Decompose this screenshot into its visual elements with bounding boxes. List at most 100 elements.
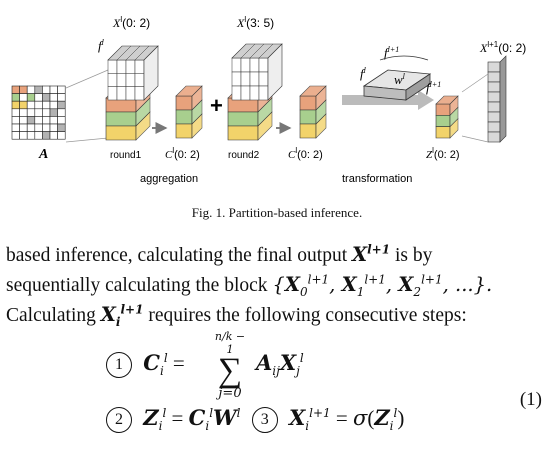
output-cell [487, 71, 501, 83]
round1-side [135, 111, 151, 141]
z-front [435, 103, 451, 116]
z-front [435, 126, 451, 139]
xright-cell [249, 85, 260, 101]
matrix-cell [26, 116, 36, 125]
matrix-cell [19, 100, 28, 110]
xright-cell [231, 57, 242, 73]
matrix-cell [19, 123, 28, 132]
aggregation-label: aggregation [140, 173, 198, 185]
matrix-cell [57, 93, 66, 102]
step-3-marker: 3 [251, 407, 278, 434]
c2-side [315, 113, 327, 139]
matrix-cell [42, 123, 51, 132]
equation-step-2: 2 Zil = CilWl 3 Xil+1 = σ(Zil) [106, 405, 404, 434]
c2-top [299, 85, 327, 97]
z-block [435, 95, 459, 139]
equation-number: (1) [519, 389, 542, 410]
xleft-top-line [116, 45, 132, 61]
matrix-cell [34, 85, 43, 94]
c1-front [175, 95, 193, 111]
matrix-cell [57, 131, 66, 140]
matrix-cell [49, 85, 58, 94]
matrix-cell [57, 123, 66, 132]
xright-cell [240, 57, 251, 73]
projection-lines [65, 69, 109, 143]
matrix-cell [49, 100, 58, 110]
round2-front [227, 125, 259, 141]
f-label-right: fl+1 [426, 80, 441, 95]
matrix-cell [49, 123, 58, 132]
matrix-cell [26, 93, 36, 102]
figure-partition-based-inference: A round1 Cl(0: 2) + round2 Cl(0: 2) Xl( [0, 0, 554, 200]
adjacency-matrix-a [11, 85, 66, 140]
body-paragraph: based inference, calculating the final o… [6, 240, 548, 330]
weight-plate [362, 69, 432, 101]
xleft-cell [107, 73, 118, 87]
z-top [435, 95, 459, 105]
round2-label: round2 [228, 150, 260, 161]
matrix-cell [57, 116, 66, 125]
matrix-cell [34, 93, 43, 102]
c1-top [175, 85, 203, 97]
matrix-cell [26, 123, 36, 132]
output-cell [487, 91, 501, 103]
xleft-cell [107, 86, 118, 101]
block-set: {X0l+1, X1l+1, X2l+1, ...}. [272, 272, 493, 299]
matrix-cell [57, 108, 66, 117]
matrix-cell [26, 131, 36, 140]
xright-top-line [240, 43, 256, 59]
matrix-cell [34, 108, 43, 117]
matrix-cell [11, 108, 20, 117]
matrix-cell [19, 131, 28, 140]
sum-symbol: ∑ [217, 352, 243, 389]
xright-cell [258, 85, 269, 101]
xright-cell [258, 57, 269, 73]
c1-front [175, 109, 193, 125]
matrix-cell [34, 123, 43, 132]
z-label: Zl(0: 2) [426, 146, 460, 161]
c2-front [299, 95, 317, 111]
output-cell [487, 121, 501, 133]
xleft-top-line [134, 45, 150, 61]
xleft-side [143, 45, 159, 101]
c2-front [299, 109, 317, 125]
sum-upper-limit: n/k − 1 [214, 330, 246, 356]
round1-label: round1 [110, 150, 142, 161]
x-feature-block-right [231, 43, 283, 101]
output-cell [487, 111, 501, 123]
matrix-cell [49, 131, 58, 140]
round2-side [257, 111, 273, 141]
matrix-cell [11, 131, 20, 140]
output-projection-lines [461, 73, 489, 143]
xright-cell [249, 71, 260, 87]
matrix-cell [11, 116, 20, 125]
plus-sign: + [210, 93, 223, 118]
xleft-cell [116, 73, 127, 87]
w-label: wl [394, 72, 406, 87]
matrix-cell [34, 116, 43, 125]
xright-cell [240, 85, 251, 101]
c-label-second: Cl(0: 2) [288, 146, 323, 161]
z-side [449, 117, 459, 139]
xleft-cell [116, 86, 127, 101]
output-cell [487, 101, 501, 113]
matrix-cell [11, 123, 20, 132]
matrix-cell [49, 93, 58, 102]
f-top-brace [379, 55, 429, 61]
xleft-cell [134, 73, 145, 87]
round1-front [105, 125, 137, 141]
xleft-cell [116, 59, 127, 74]
matrix-cell [42, 100, 51, 110]
step-1-marker: 1 [106, 352, 132, 379]
round2-front [227, 111, 259, 127]
c-block-first [175, 85, 203, 139]
paragraph-line-3: Calculating Xil+1 requires the following… [6, 302, 467, 329]
matrix-cell [26, 108, 36, 117]
xright-top-line [249, 43, 265, 59]
matrix-cell [42, 108, 51, 117]
xright-cell [240, 71, 251, 87]
f-label-left: fl [98, 38, 105, 53]
matrix-cell [57, 85, 66, 94]
c1-side [191, 113, 203, 139]
xright-side [267, 43, 283, 101]
